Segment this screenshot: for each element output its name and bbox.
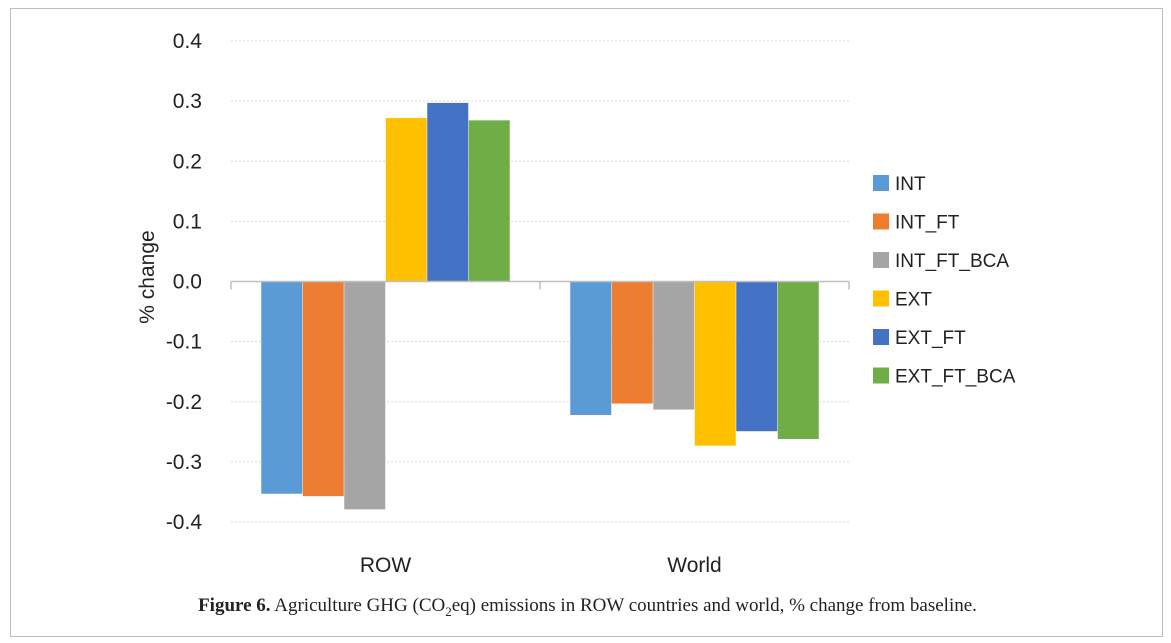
bars bbox=[261, 102, 819, 510]
bar-world-ext-ft bbox=[736, 281, 778, 432]
caption-text-before: Agriculture GHG (CO bbox=[270, 595, 446, 616]
y-tick-label: -0.4 bbox=[166, 511, 203, 534]
bar-world-ext bbox=[694, 281, 736, 446]
legend-swatch bbox=[873, 290, 889, 307]
category-label: World bbox=[667, 554, 721, 577]
bar-world-int bbox=[570, 281, 612, 415]
y-axis-label: % change bbox=[136, 230, 159, 323]
y-tick-label: 0.4 bbox=[173, 30, 203, 53]
category-labels: ROW World bbox=[360, 554, 722, 577]
bar-row-int-ft bbox=[302, 281, 344, 497]
legend-swatch bbox=[873, 213, 889, 230]
bar-row-ext-ft bbox=[427, 102, 469, 282]
bar-world-int-ft bbox=[611, 281, 653, 404]
caption-subscript: 2 bbox=[445, 603, 452, 619]
legend-swatch bbox=[873, 367, 889, 384]
zero-axis bbox=[230, 280, 850, 290]
caption-label: Figure 6. bbox=[198, 595, 271, 616]
bar-row-ext-ft-bca bbox=[468, 120, 510, 282]
legend-entry: INT_FT_BCA bbox=[895, 251, 1009, 272]
y-tick-label: -0.3 bbox=[166, 451, 202, 474]
y-tick-label: 0.2 bbox=[173, 150, 202, 173]
legend-swatch bbox=[873, 252, 889, 268]
figure-frame: 0.4 0.3 0.2 0.1 0.0 -0.1 -0.2 -0.3 -0.4 ROW World… bbox=[10, 8, 1163, 637]
bar-row-ext bbox=[385, 117, 427, 282]
legend-entry: INT_FT bbox=[895, 213, 960, 234]
y-tick-label: -0.1 bbox=[166, 331, 202, 354]
bar-world-ext-ft-bca bbox=[777, 281, 819, 440]
caption-text-after: eq) emissions in ROW countries and world… bbox=[451, 595, 977, 616]
y-tick-labels: 0.4 0.3 0.2 0.1 0.0 -0.1 -0.2 -0.3 -0.4 bbox=[166, 30, 203, 534]
legend-swatch bbox=[873, 329, 889, 345]
y-tick-label: -0.2 bbox=[166, 391, 202, 414]
category-label: ROW bbox=[360, 554, 412, 577]
legend-entry: EXT bbox=[895, 290, 932, 311]
legend-entry: EXT_FT_BCA bbox=[895, 367, 1016, 388]
legend: INT INT_FT INT_FT_BCA EXT EXT_FT EXT_FT_BCA bbox=[873, 174, 1016, 388]
figure-caption: Figure 6. Agriculture GHG (CO2eq) emissi… bbox=[11, 595, 1164, 620]
legend-entry: EXT_FT bbox=[895, 328, 966, 349]
bar-world-int-ft-bca bbox=[653, 281, 695, 410]
y-tick-label: 0.1 bbox=[173, 210, 202, 233]
gridlines bbox=[231, 40, 849, 523]
y-tick-label: 0.3 bbox=[173, 90, 202, 113]
bar-row-int bbox=[261, 281, 303, 494]
legend-entry: INT bbox=[895, 174, 926, 195]
y-tick-label: 0.0 bbox=[173, 271, 202, 294]
bar-chart: 0.4 0.3 0.2 0.1 0.0 -0.1 -0.2 -0.3 -0.4 ROW World… bbox=[136, 30, 1016, 577]
legend-swatch bbox=[873, 175, 889, 191]
bar-row-int-ft-bca bbox=[344, 281, 386, 510]
